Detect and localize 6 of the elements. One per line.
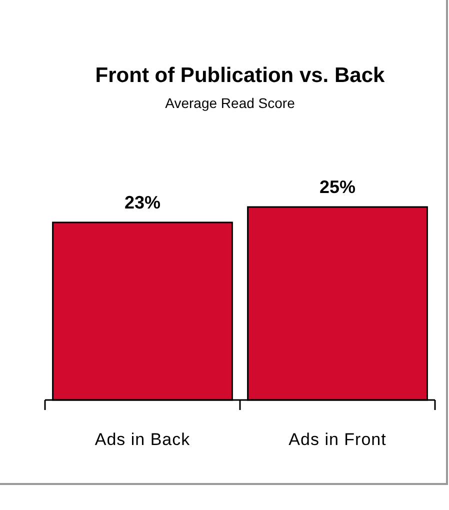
data-label: 23% xyxy=(124,192,161,212)
x-tick-label: Ads in Back xyxy=(94,430,190,449)
x-tick-label: Ads in Front xyxy=(288,430,386,449)
chart-title: Front of Publication vs. Back xyxy=(95,64,385,87)
data-label: 25% xyxy=(319,177,356,197)
chart-subtitle: Average Read Score xyxy=(165,95,296,111)
